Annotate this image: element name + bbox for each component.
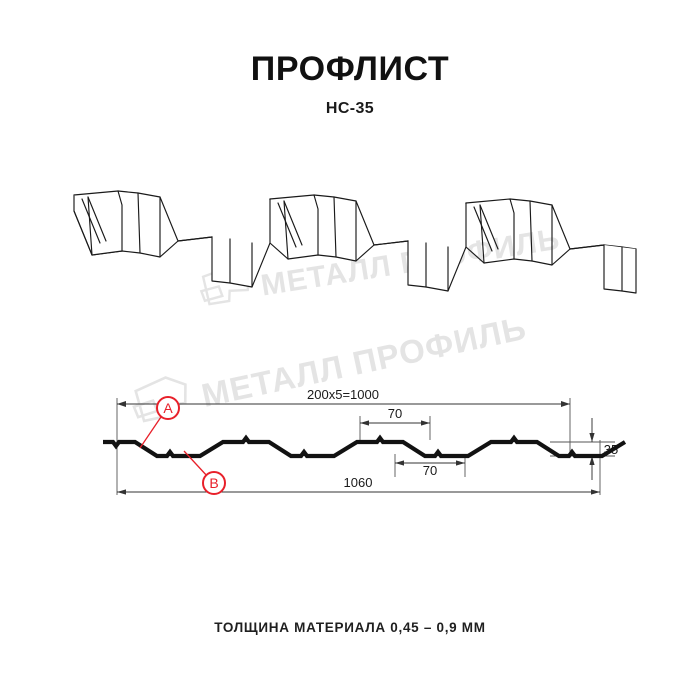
dimension-pitch-top: 70 — [360, 406, 430, 426]
dimension-overall: 1060 — [117, 475, 600, 495]
dimension-pitch-bottom-label: 70 — [423, 463, 437, 478]
callout-a: A — [139, 396, 180, 449]
dimension-pitch-bottom: 70 — [395, 460, 465, 478]
callout-a-label: A — [163, 400, 173, 416]
callout-b-label: B — [209, 475, 218, 491]
callout-b: B — [183, 450, 226, 495]
dimension-top: 200x5=1000 — [117, 387, 570, 407]
sheet-corrugation-geometry — [73, 190, 637, 294]
page-title: ПРОФЛИСТ — [250, 50, 450, 88]
profile-outline — [103, 434, 627, 459]
material-thickness-note: ТОЛЩИНА МАТЕРИАЛА 0,45 – 0,9 ММ — [214, 620, 486, 635]
header: ПРОФЛИСТ НС-35 — [0, 52, 700, 118]
isometric-sheet-view — [60, 185, 640, 315]
callout-a-circle — [156, 396, 180, 420]
product-model-subtitle: НС-35 — [325, 100, 375, 117]
dimension-pitch-top-label: 70 — [388, 406, 402, 421]
dimension-top-label: 200x5=1000 — [307, 387, 379, 402]
cross-section-drawing: 200x5=1000 70 70 35 — [95, 380, 627, 505]
extension-lines — [116, 398, 615, 495]
dimension-overall-label: 1060 — [344, 475, 373, 490]
callout-b-circle — [202, 471, 226, 495]
